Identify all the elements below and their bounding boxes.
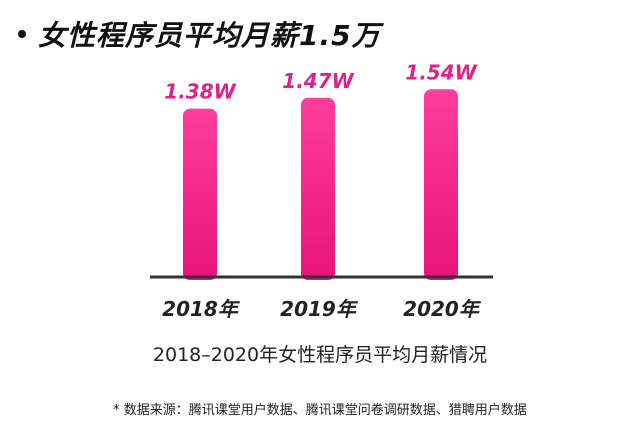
source-note: * 数据来源：腾讯课堂用户数据、腾讯课堂问卷调研数据、猎聘用户数据 (113, 403, 527, 418)
x-tick-label: 2018年 (162, 297, 241, 321)
x-tick-label: 2019年 (280, 297, 359, 321)
bullet-icon (18, 30, 26, 38)
bar-2019年 (301, 97, 335, 280)
data-label: 1.54W (405, 60, 477, 84)
x-tick-label: 2020年 (403, 297, 482, 321)
bar-2018年 (183, 108, 217, 280)
data-label: 1.47W (282, 69, 354, 93)
chart-title: 2018–2020年女性程序员平均月薪情况 (152, 344, 488, 366)
headline: 女性程序员平均月薪1.5万 (14, 12, 381, 56)
bar-chart: 1.38W 1.47W 1.54W 2018年 2019年 2020年 (150, 60, 493, 321)
headline-text: 女性程序员平均月薪1.5万 (38, 19, 381, 52)
bar-2020年 (424, 89, 458, 281)
data-label: 1.38W (164, 80, 236, 104)
